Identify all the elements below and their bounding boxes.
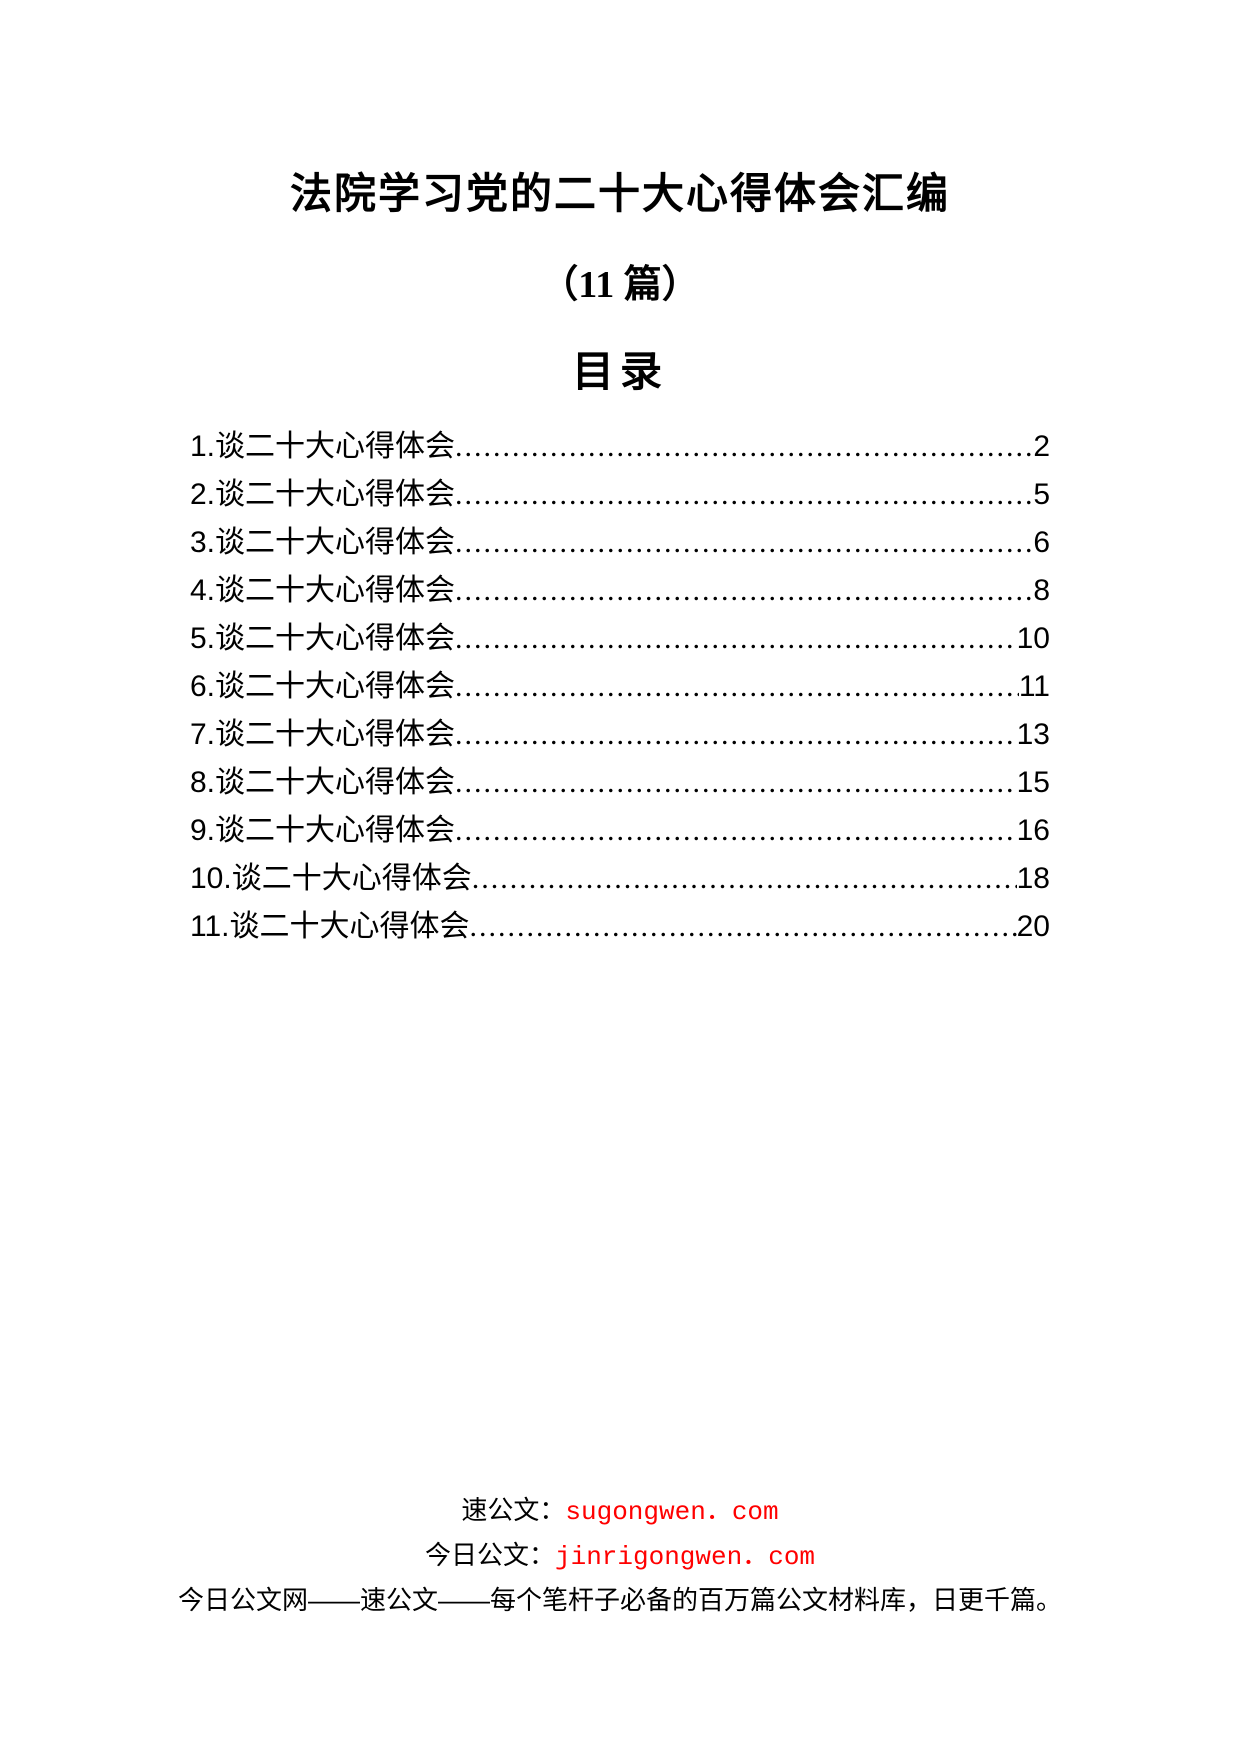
toc-dots <box>469 903 1016 951</box>
toc-item-page: 2 <box>1033 423 1050 471</box>
document-content: 法院学习党的二十大心得体会汇编 （11 篇） 目录 1.谈二十大心得体会22.谈… <box>190 160 1050 951</box>
toc-dots <box>455 759 1017 807</box>
toc-item-label: 10.谈二十大心得体会 <box>190 855 472 903</box>
toc-item: 4.谈二十大心得体会 8 <box>190 567 1050 615</box>
toc-item-label: 8.谈二十大心得体会 <box>190 759 455 807</box>
toc-dots <box>455 807 1017 855</box>
main-title: 法院学习党的二十大心得体会汇编 <box>190 160 1050 221</box>
toc-item-label: 9.谈二十大心得体会 <box>190 807 455 855</box>
footer-prefix-2: 今日公文： <box>425 1540 555 1570</box>
footer-url-2: jinrigongwen．com <box>555 1542 815 1572</box>
toc-item-label: 3.谈二十大心得体会 <box>190 519 455 567</box>
footer-line-2: 今日公文：jinrigongwen．com <box>0 1536 1240 1577</box>
toc-dots <box>472 855 1017 903</box>
toc-dots <box>455 615 1017 663</box>
toc-item-label: 5.谈二十大心得体会 <box>190 615 455 663</box>
subtitle: （11 篇） <box>190 253 1050 308</box>
toc-item: 2.谈二十大心得体会 5 <box>190 471 1050 519</box>
toc-item-page: 18 <box>1017 855 1050 903</box>
toc-item-page: 6 <box>1033 519 1050 567</box>
toc-item-page: 5 <box>1033 471 1050 519</box>
toc-list: 1.谈二十大心得体会22.谈二十大心得体会53.谈二十大心得体会64.谈二十大心… <box>190 423 1050 951</box>
toc-dots <box>455 663 1019 711</box>
toc-item-page: 10 <box>1017 615 1050 663</box>
toc-item-page: 16 <box>1017 807 1050 855</box>
toc-item: 1.谈二十大心得体会 2 <box>190 423 1050 471</box>
toc-dots <box>455 471 1033 519</box>
toc-heading: 目录 <box>190 338 1050 399</box>
toc-item: 3.谈二十大心得体会 6 <box>190 519 1050 567</box>
toc-item: 7.谈二十大心得体会 13 <box>190 711 1050 759</box>
toc-dots <box>455 423 1033 471</box>
toc-dots <box>455 711 1017 759</box>
toc-item-page: 20 <box>1017 903 1050 951</box>
toc-item: 9.谈二十大心得体会 16 <box>190 807 1050 855</box>
toc-item-page: 11 <box>1019 663 1050 711</box>
toc-item: 11.谈二十大心得体会 20 <box>190 903 1050 951</box>
toc-dots <box>455 567 1033 615</box>
footer-prefix-1: 速公文： <box>461 1495 565 1525</box>
toc-item: 10.谈二十大心得体会 18 <box>190 855 1050 903</box>
footer-url-1: sugongwen．com <box>565 1497 778 1527</box>
toc-item-label: 6.谈二十大心得体会 <box>190 663 455 711</box>
toc-item: 6.谈二十大心得体会 11 <box>190 663 1050 711</box>
toc-item-label: 2.谈二十大心得体会 <box>190 471 455 519</box>
footer-line-3: 今日公文网——速公文——每个笔杆子必备的百万篇公文材料库，日更千篇。 <box>0 1581 1240 1620</box>
toc-item: 8.谈二十大心得体会 15 <box>190 759 1050 807</box>
toc-item-label: 1.谈二十大心得体会 <box>190 423 455 471</box>
toc-item-page: 8 <box>1033 567 1050 615</box>
toc-item-label: 11.谈二十大心得体会 <box>190 903 469 951</box>
toc-item-label: 7.谈二十大心得体会 <box>190 711 455 759</box>
toc-item-page: 15 <box>1017 759 1050 807</box>
toc-item: 5.谈二十大心得体会 10 <box>190 615 1050 663</box>
toc-item-label: 4.谈二十大心得体会 <box>190 567 455 615</box>
toc-item-page: 13 <box>1017 711 1050 759</box>
toc-dots <box>455 519 1033 567</box>
page-footer: 速公文：sugongwen．com 今日公文：jinrigongwen．com … <box>0 1491 1240 1624</box>
footer-line-1: 速公文：sugongwen．com <box>0 1491 1240 1532</box>
